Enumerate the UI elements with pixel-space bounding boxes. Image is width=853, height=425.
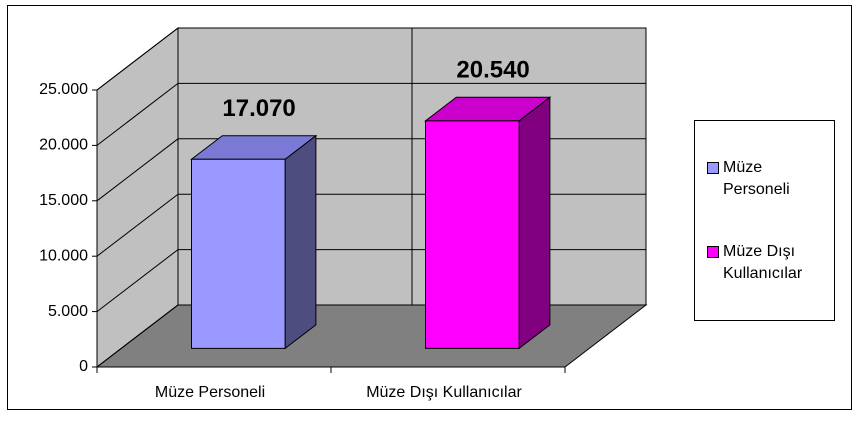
legend-swatch	[707, 162, 719, 174]
value-label: 20.540	[456, 57, 529, 84]
bar	[191, 158, 286, 349]
floor	[95, 304, 648, 368]
y-tick-label: 20.000	[39, 137, 88, 154]
value-label: 17.070	[222, 95, 295, 122]
grid-line	[96, 82, 646, 146]
legend: Müze Personeli Müze Dışı Kullanıcılar	[694, 120, 835, 321]
grid-line	[96, 27, 646, 91]
legend-swatch	[707, 246, 719, 258]
legend-label: Müze Dışı Kullanıcılar	[723, 243, 803, 282]
y-tick-label: 25.000	[39, 81, 88, 98]
y-tick-label: 5.000	[48, 303, 88, 320]
bar	[425, 120, 520, 349]
legend-item: Müze Dışı Kullanıcılar	[707, 241, 825, 285]
x-tick-label: Müze Dışı Kullanıcılar	[366, 384, 522, 401]
legend-label: Müze Personeli	[723, 159, 790, 198]
legend-item: Müze Personeli	[707, 157, 825, 201]
x-tick-label: Müze Personeli	[155, 384, 265, 401]
y-tick-label: 15.000	[39, 192, 88, 209]
bar-side	[518, 96, 551, 350]
chart-border	[7, 5, 852, 410]
bar-side	[284, 134, 317, 350]
y-tick-label: 0	[79, 358, 88, 375]
y-tick-label: 10.000	[39, 247, 88, 264]
